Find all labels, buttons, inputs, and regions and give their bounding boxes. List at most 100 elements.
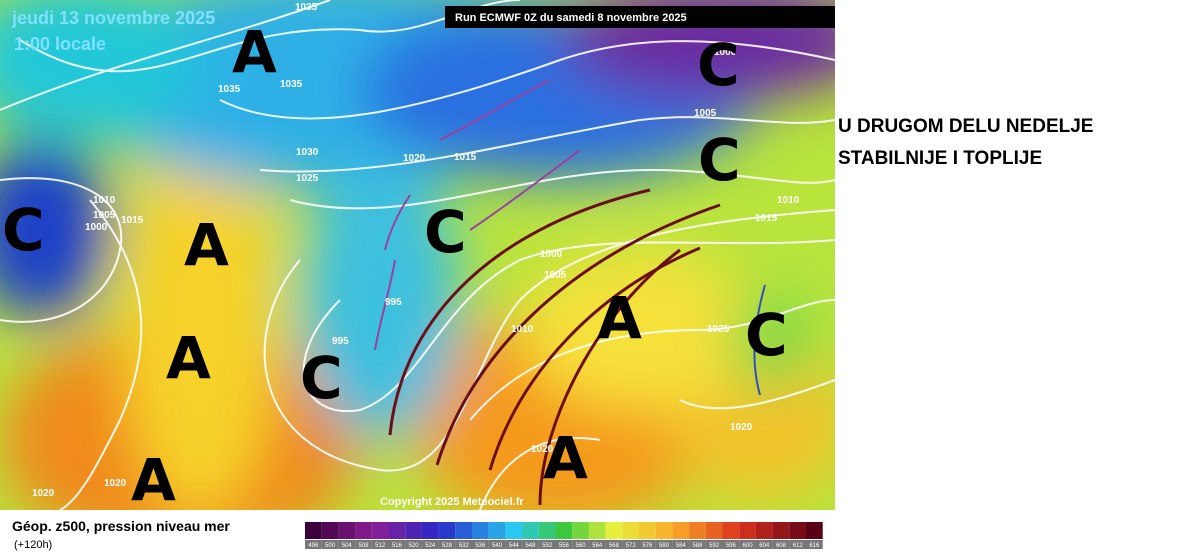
legend-swatch	[405, 522, 422, 539]
valid-time: 1:00 locale	[14, 34, 106, 54]
copyright: Copyright 2025 Meteociel.fr	[380, 496, 524, 508]
legend-label: 576	[642, 543, 653, 549]
legend-label-bg	[705, 540, 723, 549]
legend-label-bg	[455, 540, 472, 549]
legend-label-bg	[472, 540, 489, 549]
legend-swatch	[388, 522, 406, 539]
legend-swatch	[321, 522, 339, 539]
legend-label: 604	[759, 543, 770, 549]
high-pressure: A	[232, 18, 277, 86]
legend-label: 584	[676, 543, 687, 549]
legend-label-bg	[555, 540, 573, 549]
legend-label-bg	[588, 540, 606, 549]
legend-label-bg	[405, 540, 422, 549]
legend-swatch	[338, 522, 356, 539]
isobar-label: 995	[385, 297, 402, 308]
legend-label: 580	[659, 543, 670, 549]
legend: 496 500 504 508 512 516 520 524 528 532 536 540 544 5…	[305, 522, 823, 549]
isobar-label: 1005	[93, 210, 116, 221]
legend-label: 568	[609, 543, 620, 549]
isobar-label: 1000	[85, 222, 108, 233]
legend-label: 588	[692, 543, 703, 549]
low-pressure: C	[745, 301, 788, 369]
legend-label-bg	[522, 540, 539, 549]
legend-swatch	[505, 522, 523, 539]
legend-swatch	[806, 522, 823, 539]
legend-label: 508	[358, 543, 369, 549]
legend-swatch	[355, 522, 372, 539]
legend-label-bg	[421, 540, 439, 549]
legend-swatch	[755, 522, 773, 539]
legend-label: 556	[559, 543, 570, 549]
low-pressure: C	[698, 126, 741, 194]
legend-label: 572	[626, 543, 637, 549]
legend-label: 536	[475, 543, 486, 549]
high-pressure: A	[131, 446, 176, 514]
legend-label-bg	[605, 540, 623, 549]
low-pressure: C	[2, 196, 45, 264]
legend-label-bg	[672, 540, 690, 549]
legend-label-bg	[538, 540, 556, 549]
legend-label-bg	[572, 540, 589, 549]
isobar-label: 1020	[403, 153, 426, 164]
valid-date: jeudi 13 novembre 2025	[11, 8, 215, 28]
legend-label: 592	[709, 543, 720, 549]
legend-label-bg	[689, 540, 706, 549]
legend-label-bg	[355, 540, 372, 549]
isobar-label: 1000	[714, 47, 737, 58]
legend-label: 600	[743, 543, 754, 549]
legend-label: 540	[492, 543, 503, 549]
isobar-label: 1035	[280, 79, 303, 90]
legend-swatch	[639, 522, 656, 539]
legend-label-bg	[338, 540, 356, 549]
legend-label: 516	[392, 543, 403, 549]
legend-label: 524	[425, 543, 436, 549]
legend-swatch	[622, 522, 639, 539]
legend-label: 512	[375, 543, 386, 549]
isobar-label: 1015	[121, 215, 144, 226]
isobar-label: 1015	[755, 213, 778, 224]
run-info: Run ECMWF 0Z du samedi 8 novembre 2025	[455, 12, 687, 24]
legend-label: 564	[592, 543, 603, 549]
legend-label: 552	[542, 543, 553, 549]
legend-label: 520	[409, 543, 420, 549]
legend-label-bg	[622, 540, 639, 549]
legend-swatch	[555, 522, 573, 539]
legend-label: 528	[442, 543, 453, 549]
legend-label-bg	[789, 540, 806, 549]
legend-label-bg	[655, 540, 673, 549]
high-pressure: A	[597, 284, 642, 352]
legend-swatch	[672, 522, 690, 539]
legend-label: 612	[793, 543, 804, 549]
legend-swatch	[588, 522, 606, 539]
legend-label-bg	[488, 540, 506, 549]
isobar-label: 1025	[707, 324, 730, 335]
legend-swatch	[655, 522, 673, 539]
isobar-label: 1035	[295, 2, 318, 13]
isobar-label: 1005	[694, 108, 717, 119]
legend-label-bg	[321, 540, 339, 549]
legend-label-bg	[639, 540, 656, 549]
legend-label: 560	[576, 543, 587, 549]
legend-label: 500	[325, 543, 336, 549]
legend-swatch	[305, 522, 322, 539]
isobar-label: 1020	[104, 478, 127, 489]
legend-subtitle: (+120h)	[14, 539, 52, 551]
legend-label-bg	[371, 540, 389, 549]
legend-label: 496	[308, 543, 319, 549]
legend-label-bg	[772, 540, 790, 549]
isobar-label: 1025	[296, 173, 319, 184]
legend-label-bg	[505, 540, 523, 549]
isobar-label: 1020	[531, 444, 554, 455]
legend-swatch	[421, 522, 439, 539]
legend-swatch	[371, 522, 389, 539]
legend-swatch	[438, 522, 456, 539]
legend-label-bg	[438, 540, 456, 549]
annotation: STABILNIJE I TOPLIJE	[838, 148, 1042, 169]
map	[0, 0, 835, 510]
high-pressure: A	[184, 211, 229, 279]
legend-label-bg	[722, 540, 740, 549]
legend-label: 616	[809, 543, 820, 549]
legend-swatch	[605, 522, 623, 539]
legend-label: 608	[776, 543, 787, 549]
